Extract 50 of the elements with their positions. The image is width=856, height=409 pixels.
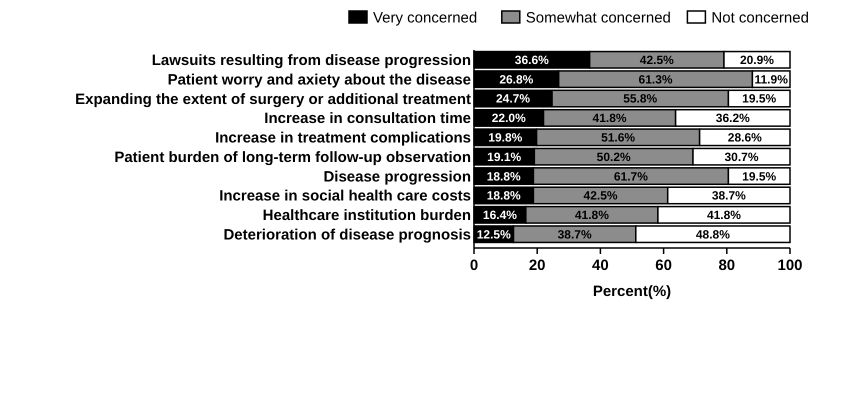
data-label: 26.8% bbox=[499, 72, 534, 86]
data-label: 42.5% bbox=[640, 52, 674, 67]
y-tick-label: Increase in social health care costs bbox=[219, 188, 471, 205]
data-label: 48.8% bbox=[696, 227, 730, 242]
data-label: 19.8% bbox=[488, 130, 523, 145]
data-label: 28.6% bbox=[728, 130, 762, 145]
y-tick-label: Expanding the extent of surgery or additional treatment bbox=[75, 90, 472, 108]
x-axis-title: Percent(%) bbox=[592, 283, 672, 300]
x-tick-label: 0 bbox=[470, 257, 478, 274]
data-label: 41.8% bbox=[574, 208, 610, 222]
legend-label: Not concerned bbox=[711, 9, 809, 26]
x-tick-label: 20 bbox=[528, 257, 546, 274]
data-label: 50.2% bbox=[596, 150, 632, 164]
legend-label: Somewhat concerned bbox=[526, 9, 671, 26]
y-tick-label: Healthcare institution burden bbox=[262, 207, 471, 224]
y-tick-label: Deterioration of disease prognosis bbox=[223, 226, 471, 244]
data-label: 11.9% bbox=[754, 72, 788, 86]
x-tick-label: 40 bbox=[592, 257, 609, 274]
data-label: 19.1% bbox=[487, 150, 522, 164]
data-label: 22.0% bbox=[492, 111, 526, 126]
data-label: 16.4% bbox=[482, 208, 518, 222]
data-label: 19.5% bbox=[742, 169, 777, 184]
y-tick-label: Increase in treatment complications bbox=[215, 130, 471, 147]
legend-label: Very concerned bbox=[373, 9, 478, 26]
data-label: 19.5% bbox=[742, 92, 777, 106]
data-label: 41.8% bbox=[592, 111, 627, 126]
data-label: 61.3% bbox=[638, 72, 673, 86]
x-tick-label: 60 bbox=[655, 257, 672, 274]
data-label: 55.8% bbox=[623, 92, 658, 106]
data-label: 38.7% bbox=[558, 227, 592, 242]
data-label: 51.6% bbox=[601, 130, 636, 145]
data-label: 42.5% bbox=[584, 188, 618, 203]
data-label: 30.7% bbox=[724, 150, 759, 164]
data-label: 38.7% bbox=[712, 188, 746, 203]
x-tick-label: 80 bbox=[718, 257, 736, 274]
data-label: 20.9% bbox=[740, 52, 774, 67]
x-tick-label: 100 bbox=[777, 257, 803, 274]
y-tick-label: Patient worry and axiety about the disease bbox=[168, 71, 471, 88]
data-label: 36.2% bbox=[716, 111, 750, 126]
data-label: 24.7% bbox=[496, 92, 530, 106]
y-tick-label: Patient burden of long-term follow-up observation bbox=[114, 148, 471, 166]
y-tick-label: Increase in consultation time bbox=[264, 110, 471, 128]
data-label: 18.8% bbox=[486, 169, 522, 184]
data-label: 36.6% bbox=[514, 52, 550, 67]
y-tick-label: Lawsuits resulting from disease progression bbox=[152, 52, 471, 70]
data-label: 41.8% bbox=[706, 208, 742, 222]
data-label: 12.5% bbox=[476, 227, 512, 242]
data-label: 61.7% bbox=[614, 169, 648, 184]
data-label: 18.8% bbox=[486, 188, 522, 203]
y-tick-label: Disease progression bbox=[323, 168, 471, 186]
